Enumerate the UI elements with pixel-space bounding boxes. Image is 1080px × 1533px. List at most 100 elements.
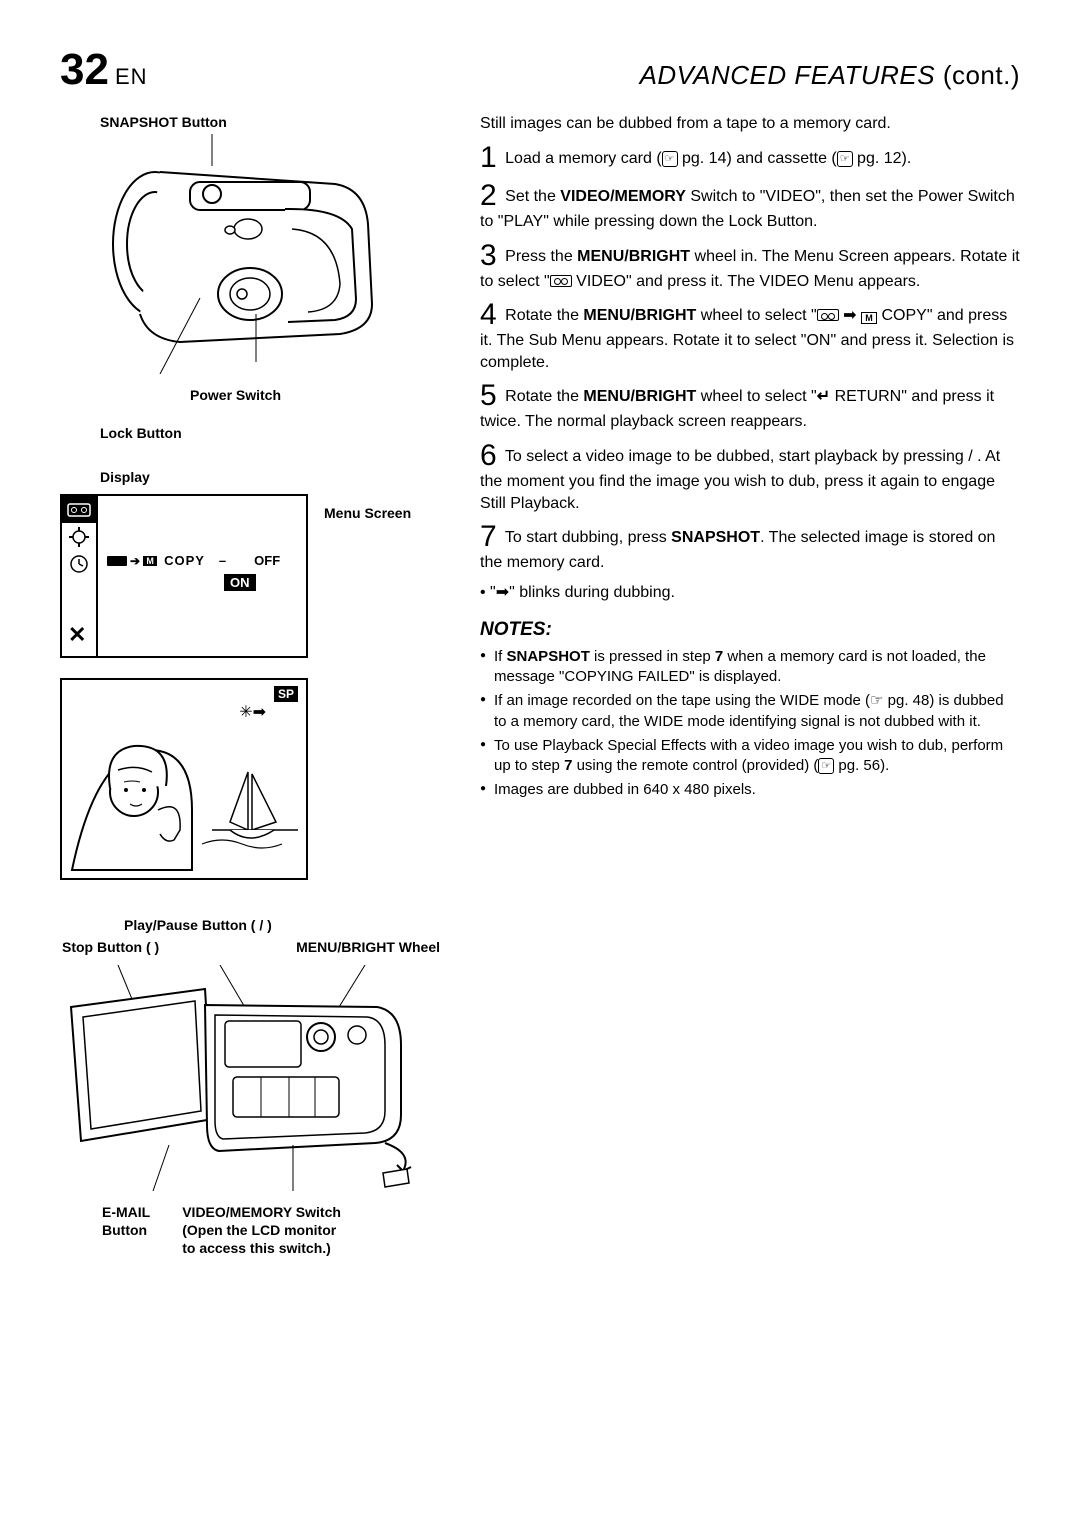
m-card-icon: M (861, 312, 877, 324)
sidebar-settings-icon (62, 523, 96, 550)
label-display: Display (100, 468, 440, 486)
s5a: Rotate the (505, 388, 583, 405)
note-item: If SNAPSHOT is pressed in step 7 when a … (480, 647, 1020, 688)
step-num-3: 3 (480, 241, 497, 271)
dash: – (219, 552, 226, 570)
on-label: ON (224, 574, 256, 592)
s1c: pg. 12). (853, 150, 912, 167)
page-lang: EN (115, 62, 148, 92)
sidebar-clock-icon (62, 550, 96, 577)
email-l1: E-MAIL (102, 1203, 150, 1221)
note-item: If an image recorded on the tape using t… (480, 691, 1020, 732)
step-num-5: 5 (480, 381, 497, 411)
s7bl: " blinks during dubbing. (509, 584, 675, 601)
menu-screen: ✕ ➔ M COPY – OFF ON (60, 494, 308, 658)
intro-para: Still images can be dubbed from a tape t… (480, 113, 1020, 135)
step-7-bullet: • "➡" blinks during dubbing. (480, 582, 1020, 604)
step-1: 1 Load a memory card (☞ pg. 14) and cass… (480, 143, 1020, 173)
note-item: To use Playback Special Effects with a v… (480, 736, 1020, 777)
right-column: Still images can be dubbed from a tape t… (480, 113, 1020, 1257)
step-num-4: 4 (480, 300, 497, 330)
label-email-button: E-MAIL Button (102, 1203, 150, 1258)
label-video-memory: VIDEO/MEMORY Switch (Open the LCD monito… (182, 1203, 341, 1258)
step-3: 3 Press the MENU/BRIGHT wheel in. The Me… (480, 241, 1020, 293)
step-num-2: 2 (480, 181, 497, 211)
label-snapshot: SNAPSHOT Button (100, 113, 440, 131)
header-title-cont: (cont.) (943, 60, 1020, 90)
notes-list: If SNAPSHOT is pressed in step 7 when a … (480, 647, 1020, 801)
camera-top-diagram: Power Switch Lock Button (60, 134, 440, 442)
page-header: 32 EN ADVANCED FEATURES (cont.) (60, 40, 1020, 99)
email-l2: Button (102, 1221, 150, 1239)
hand-icon: ☞ (662, 151, 678, 167)
step-num-1: 1 (480, 143, 497, 173)
hand-icon: ☞ (837, 151, 853, 167)
s4a: Rotate the (505, 307, 583, 324)
s4c: wheel to select " (696, 307, 816, 324)
step-num-6: 6 (480, 441, 497, 471)
menu-on-row: ON (106, 574, 296, 592)
sidebar-tape-icon (62, 496, 96, 523)
copy-icons: ➔ M (106, 553, 158, 569)
header-title: ADVANCED FEATURES (cont.) (640, 58, 1020, 93)
s3d: VIDEO" and press it. The VIDEO Menu appe… (572, 273, 921, 290)
s1a: Load a memory card ( (505, 150, 662, 167)
label-power: Power Switch (190, 386, 440, 404)
step-4: 4 Rotate the MENU/BRIGHT wheel to select… (480, 300, 1020, 373)
label-play-pause: Play/Pause Button ( / ) (124, 916, 440, 934)
hand-icon: ☞ (818, 758, 834, 774)
label-menu-screen: Menu Screen (324, 504, 411, 523)
vm-l1: VIDEO/MEMORY Switch (182, 1203, 341, 1221)
step-5: 5 Rotate the MENU/BRIGHT wheel to select… (480, 381, 1020, 433)
off-label: OFF (254, 552, 280, 570)
s3b: MENU/BRIGHT (577, 248, 690, 265)
notes-heading: NOTES: (480, 617, 1020, 643)
s2a: Set the (505, 188, 560, 205)
arrow-right-icon: ➡ (843, 307, 856, 324)
step-2: 2 Set the VIDEO/MEMORY Switch to "VIDEO"… (480, 181, 1020, 233)
camera-bottom-illustration (65, 965, 435, 1195)
playback-screen: SP ✳︎➡ (60, 678, 308, 880)
s5c: wheel to select " (696, 388, 816, 405)
step-6: 6 To select a video image to be dubbed, … (480, 441, 1020, 514)
s7a: To start dubbing, press (505, 529, 671, 546)
camera-top-illustration (100, 134, 400, 374)
s1b: pg. 14) and cassette ( (678, 150, 837, 167)
copy-label: COPY (164, 552, 205, 570)
header-title-main: ADVANCED FEATURES (640, 60, 936, 90)
n1b2: 7 (715, 648, 723, 665)
label-stop: Stop Button ( ) (62, 938, 159, 956)
vm-l3: to access this switch.) (182, 1239, 341, 1257)
vm-l2: (Open the LCD monitor (182, 1221, 341, 1239)
n1b1: SNAPSHOT (507, 648, 590, 665)
page-number-block: 32 EN (60, 40, 148, 99)
playback-illustration (62, 680, 306, 878)
label-menubright: MENU/BRIGHT Wheel (296, 938, 440, 956)
bottom-footer-labels: E-MAIL Button VIDEO/MEMORY Switch (Open … (60, 1203, 440, 1258)
step-num-7: 7 (480, 522, 497, 552)
arrow-right-icon: ➔ (130, 553, 140, 569)
menu-body: ➔ M COPY – OFF ON (106, 552, 296, 591)
page-number: 32 (60, 40, 109, 99)
tape-icon (550, 275, 572, 287)
s2b: VIDEO/MEMORY (560, 188, 686, 205)
left-column: SNAPSHOT Button Power (60, 113, 440, 1257)
tape-icon (106, 555, 128, 567)
return-icon: ↵ (817, 388, 830, 405)
step-7: 7 To start dubbing, press SNAPSHOT. The … (480, 522, 1020, 574)
s6: To select a video image to be dubbed, st… (480, 448, 1000, 512)
menu-x-icon: ✕ (68, 620, 86, 650)
label-lock: Lock Button (100, 424, 440, 442)
s3a: Press the (505, 248, 577, 265)
note-item: Images are dubbed in 640 x 480 pixels. (480, 780, 1020, 800)
m-card-icon: M (142, 555, 158, 567)
menu-copy-row: ➔ M COPY – OFF (106, 552, 296, 570)
tape-icon (817, 309, 839, 321)
arrow-right-icon: ➡ (496, 584, 509, 601)
s5b: MENU/BRIGHT (583, 388, 696, 405)
bottom-labels: Play/Pause Button ( / ) Stop Button ( ) … (60, 916, 440, 956)
s7b: SNAPSHOT (671, 529, 760, 546)
s4b: MENU/BRIGHT (583, 307, 696, 324)
menu-sidebar: ✕ (62, 496, 98, 656)
display-block: ✕ ➔ M COPY – OFF ON (60, 494, 440, 880)
